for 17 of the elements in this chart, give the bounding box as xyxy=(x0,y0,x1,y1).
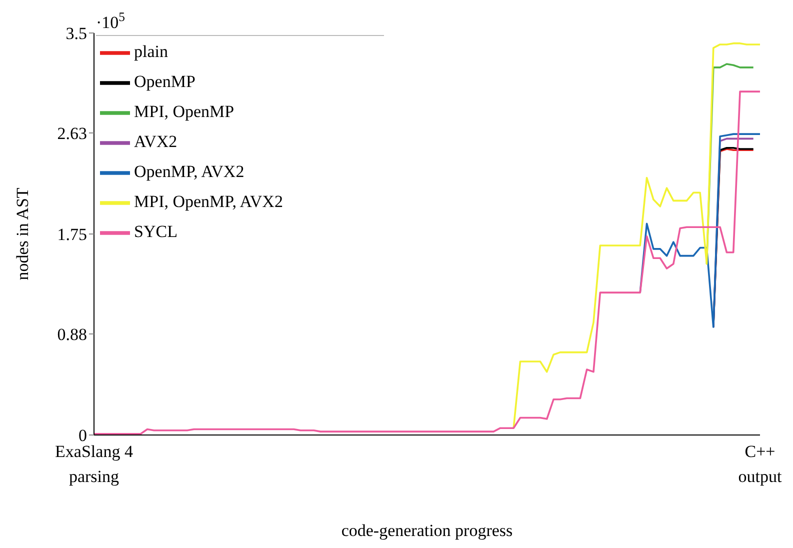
y-tick-label: 3.5 xyxy=(66,24,87,44)
line-series xyxy=(639,133,761,328)
x-axis-title: code-generation progress xyxy=(341,521,513,540)
legend-label: AVX2 xyxy=(134,132,178,151)
y-axis-title: nodes in AST xyxy=(13,187,32,280)
x-tick-label: C++ output xyxy=(738,442,782,486)
y-tick-label: 1.75 xyxy=(57,225,87,244)
legend-label: OpenMP, AVX2 xyxy=(134,162,244,181)
legend-label: MPI, OpenMP, AVX2 xyxy=(134,192,283,211)
y-tick-label: 0.88 xyxy=(57,324,87,344)
legend-label: plain xyxy=(134,42,168,61)
legend-label: SYCL xyxy=(134,222,178,241)
y-tick-label: 2.63 xyxy=(57,124,87,143)
legend-label: OpenMP xyxy=(134,72,196,91)
legend-label: MPI, OpenMP xyxy=(134,102,234,121)
text: ·10$^{5}$ xyxy=(96,10,126,32)
line-series xyxy=(512,42,761,430)
